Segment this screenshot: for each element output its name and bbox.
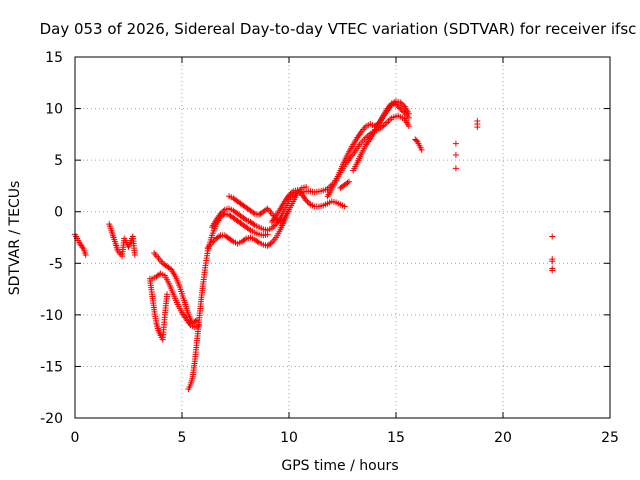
x-tick-label: 10	[280, 430, 298, 446]
y-tick-label: 0	[54, 205, 63, 221]
x-tick-label: 15	[387, 430, 405, 446]
data-point	[277, 219, 284, 226]
data-point	[549, 258, 556, 265]
data-point	[250, 221, 257, 228]
data-point	[405, 123, 412, 130]
data-point	[344, 179, 351, 186]
data-point	[452, 165, 459, 172]
series-q	[549, 233, 556, 274]
series-e	[149, 270, 203, 331]
data-point	[400, 102, 407, 109]
series-c	[146, 275, 171, 343]
data-point	[400, 108, 407, 115]
x-axis-label: GPS time / hours	[281, 458, 398, 474]
data-point	[246, 226, 253, 233]
data-point	[241, 215, 248, 222]
series-l	[324, 100, 412, 200]
data-point	[220, 208, 227, 215]
data-point	[210, 238, 217, 245]
data-point	[228, 237, 235, 244]
data-point	[345, 178, 352, 185]
data-point	[398, 100, 405, 107]
data-point	[418, 146, 425, 153]
y-axis-label: SDTVAR / TECUs	[7, 181, 23, 296]
data-point	[131, 252, 138, 259]
data-point	[305, 200, 312, 207]
data-point	[254, 238, 261, 245]
y-tick-label: -10	[40, 308, 63, 324]
data-point	[391, 99, 398, 106]
y-tick-label: 10	[45, 102, 63, 118]
data-point	[250, 209, 257, 216]
data-point	[208, 239, 215, 246]
data-point	[304, 198, 311, 205]
data-point	[278, 217, 285, 224]
data-points	[72, 98, 556, 393]
data-point	[413, 137, 420, 144]
data-point	[549, 267, 556, 274]
data-point	[397, 99, 404, 106]
data-point	[394, 102, 401, 109]
x-tick-label: 0	[71, 430, 80, 446]
data-point	[82, 252, 89, 259]
data-point	[241, 236, 248, 243]
series-f	[185, 210, 271, 393]
y-tick-label: 5	[54, 153, 63, 169]
y-tick-label: -20	[40, 411, 63, 427]
data-point	[549, 233, 556, 240]
grid-lines	[75, 57, 610, 418]
data-point	[270, 223, 277, 230]
y-tick-label: -15	[40, 359, 63, 375]
y-tick-label: 15	[45, 50, 63, 66]
series-o	[412, 136, 425, 153]
data-point	[268, 225, 275, 232]
data-point	[452, 140, 459, 147]
plot-frame	[74, 56, 611, 419]
x-tick-label: 20	[494, 430, 512, 446]
data-point	[192, 318, 199, 325]
data-point	[217, 210, 224, 217]
series-n	[337, 178, 352, 191]
x-tick-label: 25	[601, 430, 619, 446]
series-k	[286, 112, 412, 203]
data-point	[267, 240, 274, 247]
data-point	[405, 110, 412, 117]
series-m	[350, 98, 412, 174]
y-tick-label: -5	[49, 256, 63, 272]
series-p	[452, 117, 481, 172]
data-point	[397, 105, 404, 112]
data-point	[164, 291, 171, 298]
data-point	[263, 206, 270, 213]
series-d	[151, 249, 200, 327]
x-tick-label: 5	[178, 430, 187, 446]
axis-ticks: 0 5 10 15 20 25 15 10 5 0 -5 -10 -15 -20	[40, 50, 619, 446]
chart-title: Day 053 of 2026, Sidereal Day-to-day VTE…	[40, 20, 637, 38]
data-point	[452, 151, 459, 158]
data-point	[218, 209, 225, 216]
data-point	[341, 203, 348, 210]
data-point	[280, 216, 287, 223]
data-point	[474, 124, 481, 131]
series-b	[106, 221, 138, 260]
data-point	[395, 104, 402, 111]
data-point	[216, 233, 223, 240]
data-point	[303, 197, 310, 204]
